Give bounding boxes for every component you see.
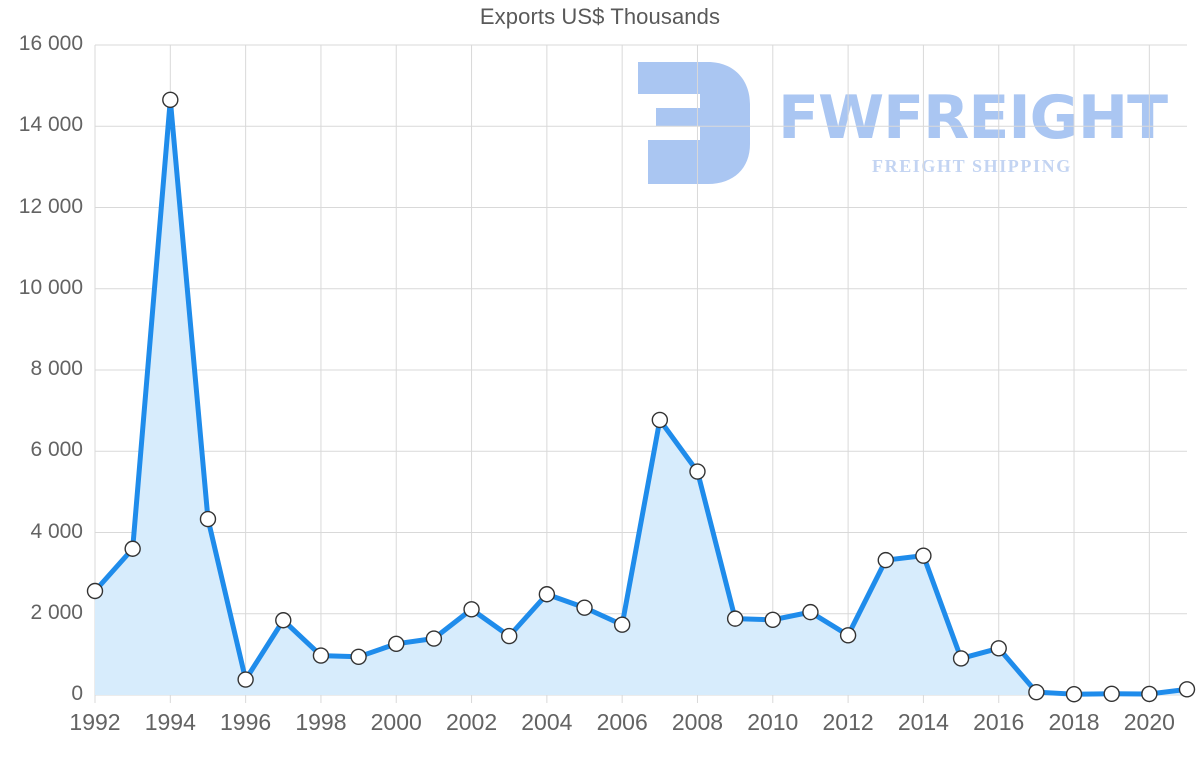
data-point-marker[interactable]: 2011: 2040 — [802, 603, 819, 621]
data-point-marker[interactable]: 2009: 1880 — [726, 610, 744, 627]
data-point-marker[interactable]: 2019: 30 — [1103, 685, 1120, 702]
data-point-marker[interactable]: 2004: 2480 — [538, 586, 556, 603]
data-point-marker[interactable]: 1994: 14650 — [162, 91, 179, 109]
data-point-marker[interactable]: 2006: 1730 — [613, 616, 631, 633]
data-point-marker[interactable]: 1992: 2560 — [86, 582, 104, 600]
x-axis-tick-label: 2000 — [370, 709, 422, 735]
data-point-marker[interactable]: 1993: 3600 — [124, 540, 141, 557]
x-axis-tick-label: 2014 — [897, 709, 949, 735]
series-area-fill — [95, 99, 1187, 696]
data-point-marker[interactable]: 2001: 1390 — [425, 630, 443, 647]
series-line — [92, 97, 1190, 697]
data-point-marker[interactable]: 1999: 940 — [350, 648, 367, 666]
data-point-marker[interactable]: 2015: 900 — [952, 650, 970, 667]
data-point-marker[interactable]: 2010: 1850 — [764, 611, 781, 629]
y-axis-tick-label: 6 000 — [30, 438, 83, 462]
x-gridlines — [94, 45, 1150, 703]
data-point-marker[interactable]: 1998: 970 — [312, 647, 330, 664]
y-axis-tick-label: 2 000 — [30, 600, 83, 624]
y-axis-tick-label: 12 000 — [18, 194, 83, 218]
data-point-marker[interactable]: 2012: 1470 — [839, 627, 857, 644]
x-axis-tick-label: 2006 — [596, 709, 648, 735]
data-point-marker[interactable]: 1995: 4330 — [199, 510, 217, 528]
y-axis-tick-label: 14 000 — [18, 113, 83, 137]
data-point-marker[interactable]: 2013: 3320 — [877, 551, 894, 569]
chart-title: Exports US$ Thousands — [479, 4, 721, 29]
data-point-marker[interactable]: 2003: 1450 — [501, 627, 518, 645]
y-axis-tick-label: 0 — [71, 682, 83, 705]
data-point-marker[interactable]: 2000: 1260 — [388, 635, 405, 653]
x-axis-tick-label: 2004 — [521, 709, 573, 735]
x-axis-tick-label: 1996 — [220, 709, 272, 735]
x-axis-tick-label: 1994 — [144, 709, 196, 735]
data-point-marker[interactable]: 2020: 25 — [1141, 685, 1158, 703]
y-axis-tick-label: 10 000 — [18, 275, 83, 299]
data-point-marker[interactable]: 2014: 3430 — [915, 547, 932, 564]
series-markers: 1992: 2560 1993: 3600 1994: 14650 1995: 433… — [86, 91, 1196, 703]
data-point-marker[interactable]: 2005: 2150 — [576, 599, 593, 616]
data-point-marker[interactable]: 2018: 20 — [1065, 685, 1083, 703]
x-axis-tick-label: 1998 — [295, 709, 347, 735]
data-point-marker[interactable]: 1997: 1840 — [275, 612, 292, 629]
data-point-marker[interactable]: 2008: 5500 — [689, 463, 706, 480]
x-axis-tick-label: 2008 — [671, 709, 724, 735]
x-axis-tick-label: 2010 — [747, 709, 799, 735]
data-point-marker[interactable]: 2021: 140 — [1178, 681, 1196, 698]
data-point-marker[interactable]: 2016: 1150 — [990, 640, 1007, 657]
x-axis-tick-label: 2002 — [445, 709, 498, 735]
y-axis-tick-label: 8 000 — [30, 357, 83, 380]
x-axis-tick-label: 1992 — [69, 709, 121, 735]
x-axis-tick-label: 2020 — [1123, 709, 1175, 735]
data-point-marker[interactable]: 2007: 6770 — [651, 411, 669, 429]
data-point-marker[interactable]: 2002: 2110 — [463, 601, 480, 618]
data-point-marker[interactable]: 1996: 380 — [237, 671, 254, 688]
x-axis-tick-label: 2018 — [1048, 709, 1100, 735]
data-point-marker[interactable]: 2017: 70 — [1028, 683, 1045, 701]
y-axis-tick-label: 4 000 — [30, 519, 83, 543]
x-axis-tick-label: 2016 — [973, 709, 1025, 735]
y-axis-tick-label: 16 000 — [18, 32, 83, 55]
x-axis-tick-label: 2012 — [822, 709, 874, 735]
